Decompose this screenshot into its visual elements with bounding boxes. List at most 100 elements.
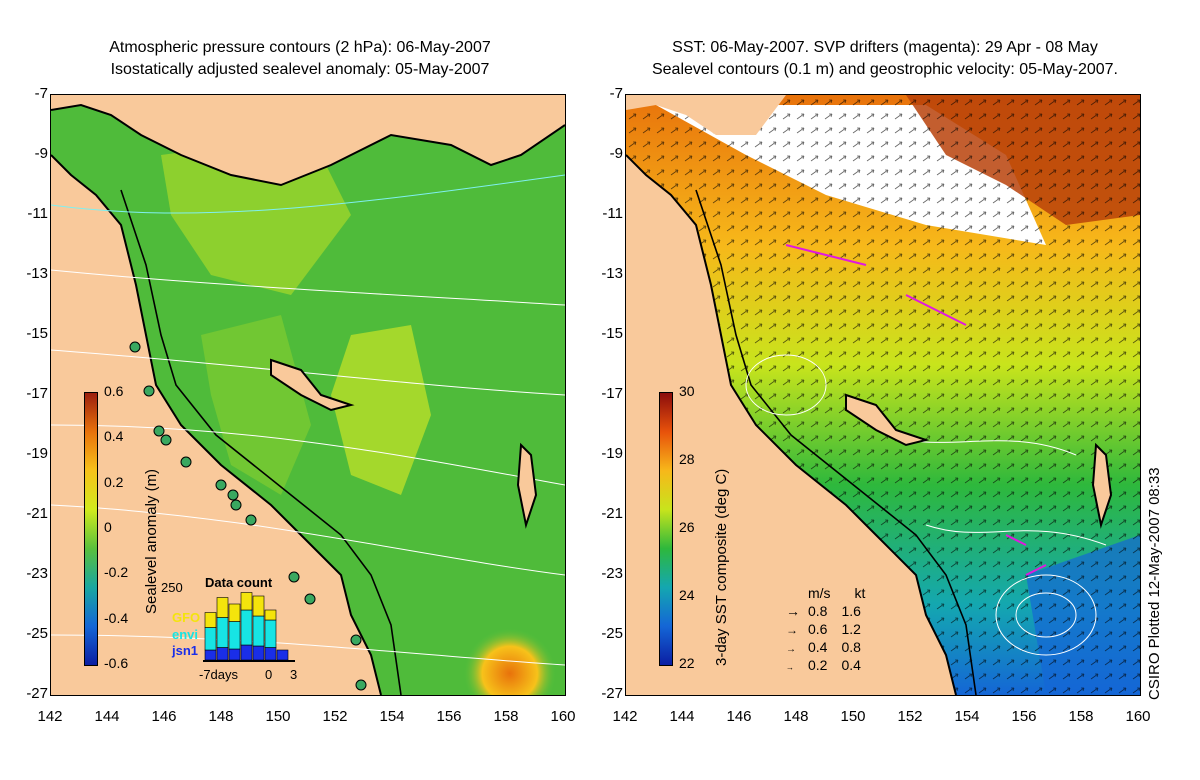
left-anomaly-patch — [331, 325, 431, 495]
velocity-legend-row: → 0.2 0.4 — [786, 657, 861, 673]
colorbar-tick-label: 0 — [104, 519, 112, 535]
velocity-unit-ms: m/s — [808, 585, 831, 601]
svp-drifter-tracks — [785, 244, 1047, 576]
data-count-bar — [216, 617, 229, 648]
png-land — [626, 95, 786, 135]
y-tick-label: -17 — [26, 385, 48, 402]
data-count-bar — [252, 645, 265, 661]
right-title-line2: Sealevel contours (0.1 m) and geostrophi… — [651, 61, 1118, 78]
x-tick-label: 146 — [726, 708, 752, 725]
velocity-legend-row: → 0.8 1.6 — [786, 603, 861, 619]
right-shelf-contour — [695, 189, 977, 695]
x-tick-label: 158 — [493, 708, 519, 725]
data-count-bar — [264, 647, 277, 661]
y-tick-label: -17 — [601, 385, 623, 402]
colorbar-tick-label: 28 — [679, 451, 695, 467]
x-tick-label: 144 — [669, 708, 695, 725]
data-count-bar — [264, 609, 277, 621]
tide-gauge-markers — [129, 341, 367, 691]
left-anomaly-patch — [201, 315, 311, 495]
data-count-bar — [216, 647, 229, 661]
colorbar-tick-label: 0.2 — [104, 473, 124, 490]
y-tick-label: -19 — [601, 445, 623, 462]
velocity-ms-value: 0.2 — [808, 657, 828, 673]
colorbar-tick-label: 30 — [679, 383, 695, 399]
png-land — [51, 95, 565, 185]
right-coastline — [626, 154, 957, 695]
right-title-line1: SST: 06-May-2007. SVP drifters (magenta)… — [672, 39, 1098, 56]
x-tick-label: 154 — [379, 708, 405, 725]
data-count-bar — [240, 644, 253, 661]
y-tick-label: -7 — [34, 85, 48, 102]
legend-envi: envi — [172, 627, 199, 642]
y-tick-label: -15 — [601, 325, 623, 342]
right-map-title: SST: 06-May-2007. SVP drifters (magenta)… — [590, 37, 1180, 81]
colorbar-tick-label: 24 — [679, 587, 695, 603]
data-count-bar — [252, 615, 265, 647]
velocity-arrow-icon: → — [786, 623, 798, 637]
sealevel-colorbar-label: Sealevel anomaly (m) — [143, 468, 160, 614]
x-tick-label: 160 — [550, 708, 576, 725]
y-tick-label: -23 — [26, 565, 48, 582]
data-count-bar — [228, 603, 241, 622]
colorbar-tick-label: 0.4 — [104, 428, 124, 445]
x-tick-label: 148 — [208, 708, 234, 725]
velocity-arrow-icon: → — [786, 663, 794, 672]
left-png-coastline — [51, 103, 565, 187]
x-tick-label: 142 — [612, 708, 638, 725]
x-tick-label: 150 — [265, 708, 291, 725]
sealevel-contours — [745, 354, 1107, 656]
legend-gfo: GFO — [172, 610, 201, 625]
island — [516, 442, 538, 529]
left-title-line2: Isostatically adjusted sealevel anomaly:… — [110, 61, 490, 78]
left-map-title: Atmospheric pressure contours (2 hPa): 0… — [40, 37, 560, 81]
y-tick-label: -19 — [26, 445, 48, 462]
y-tick-label: -21 — [26, 505, 48, 522]
colorbar-tick-label: -0.6 — [104, 655, 129, 671]
data-count-bar — [228, 648, 241, 661]
data-count-bar — [204, 627, 217, 651]
inset-xlabel-start: -7days — [199, 667, 239, 682]
x-tick-label: 154 — [954, 708, 980, 725]
velocity-kt-value: 1.2 — [841, 621, 861, 637]
left-shelf-contour — [120, 189, 402, 695]
velocity-ms-value: 0.4 — [808, 639, 828, 655]
x-tick-label: 152 — [897, 708, 923, 725]
velocity-ms-value: 0.8 — [808, 603, 828, 619]
data-count-bar — [228, 621, 241, 650]
legend-jsn1: jsn1 — [172, 643, 199, 658]
sst-map — [625, 94, 1141, 696]
sst-colorbar — [659, 392, 673, 666]
y-tick-label: -21 — [601, 505, 623, 522]
pressure-contour — [51, 634, 565, 666]
data-count-bar — [204, 612, 217, 628]
velocity-arrow-icon: → — [786, 644, 796, 655]
pressure-contour — [51, 424, 565, 486]
colorbar-tick-label: 0.6 — [104, 383, 124, 399]
velocity-arrow-icon: → — [786, 603, 800, 619]
data-count-title: Data count — [205, 575, 273, 590]
sst-colorbar-label: 3-day SST composite (deg C) — [713, 468, 730, 666]
x-tick-label: 150 — [840, 708, 866, 725]
x-tick-label: 144 — [94, 708, 120, 725]
data-count-bar — [240, 609, 253, 646]
inset-xlabel-end: 3 — [290, 667, 298, 682]
velocity-kt-value: 1.6 — [841, 603, 861, 619]
sealevel-colorbar — [84, 392, 98, 666]
x-tick-label: 160 — [1125, 708, 1151, 725]
y-tick-label: -11 — [27, 205, 48, 222]
island — [1091, 442, 1113, 529]
velocity-ms-value: 0.6 — [808, 621, 828, 637]
plot-credit: CSIRO Plotted 12-May-2007 08:33 — [1146, 467, 1163, 700]
x-tick-label: 146 — [151, 708, 177, 725]
y-tick-label: -13 — [601, 265, 623, 282]
island — [845, 393, 930, 447]
inset-xlabel-zero: 0 — [265, 667, 273, 682]
australia-land — [51, 155, 381, 695]
data-count-bar — [276, 649, 289, 661]
left-title-line1: Atmospheric pressure contours (2 hPa): 0… — [109, 39, 491, 56]
x-tick-label: 142 — [37, 708, 63, 725]
velocity-kt-value: 0.4 — [841, 657, 861, 673]
pressure-contour — [51, 174, 565, 214]
velocity-legend-header: m/s kt — [808, 585, 865, 601]
